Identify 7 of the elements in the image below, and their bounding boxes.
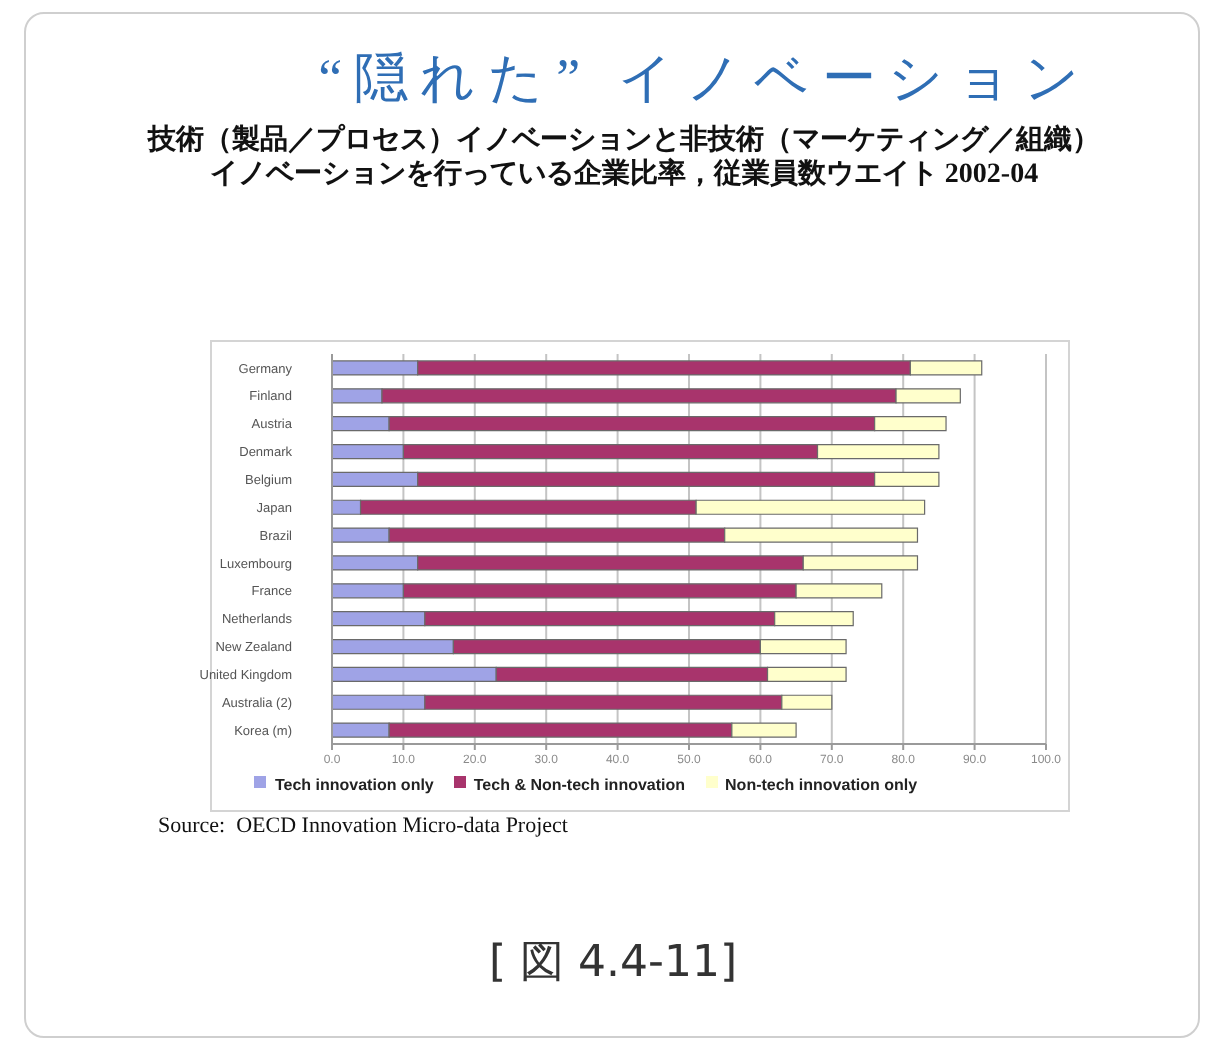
source-note: Source: OECD Innovation Micro-data Project xyxy=(158,814,568,838)
legend-label: Tech & Non-tech innovation xyxy=(473,776,686,794)
legend-label: Tech innovation only xyxy=(274,776,434,794)
chart-subtitle: 技術（製品／プロセス）イノベーションと非技術（マーケティング／組織）イノベーションを行っている企業比率，従業員数ウエイト 2002-04 xyxy=(145,124,1102,192)
legend-label: Non-tech innovation only xyxy=(725,776,918,794)
text: [ 図 4.4-11] xyxy=(486,936,740,992)
chart-title: “隠れた” イノベーション xyxy=(316,46,1094,112)
